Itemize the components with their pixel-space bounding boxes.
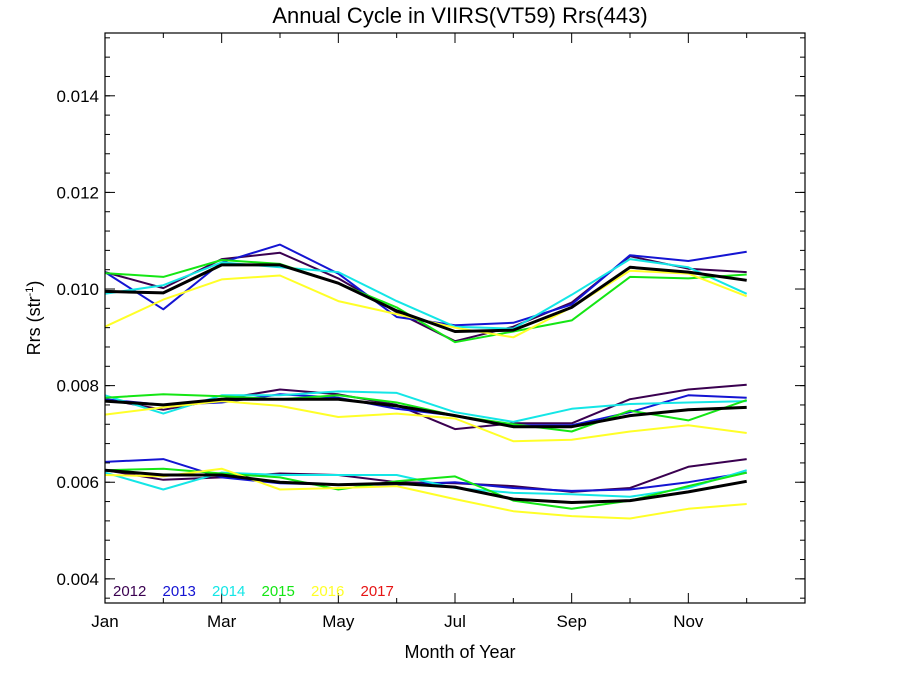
y-tick-label: 0.004: [56, 570, 99, 589]
plot-frame: [104, 32, 806, 604]
legend-item: 2012: [113, 583, 146, 600]
x-tick-label: Jul: [444, 612, 466, 631]
y-axis-label-sup: -1: [24, 287, 36, 297]
legend: 2012 2013 2014 2015 2016 2017: [113, 583, 394, 600]
mean-line-low: [104, 468, 747, 504]
x-tick-label: Mar: [207, 612, 237, 631]
y-axis-label-base: Rrs (str: [24, 296, 44, 355]
y-tick-label: 0.010: [56, 280, 99, 299]
x-axis-label: Month of Year: [404, 642, 515, 662]
series-line-mid: [104, 400, 747, 443]
y-tick-label: 0.006: [56, 473, 99, 492]
x-tick-label: Nov: [673, 612, 704, 631]
legend-item: 2017: [361, 583, 394, 600]
series-line-high: [104, 251, 747, 343]
series-line-high: [104, 259, 747, 344]
series-line-mid: [104, 393, 748, 433]
legend-item: 2015: [262, 583, 295, 600]
x-tick-label: Jan: [91, 612, 118, 631]
x-tick-label: May: [322, 612, 355, 631]
series-layer: [104, 243, 748, 520]
axis-layer: Jan Mar May Jul Sep Nov 0.004 0.006 0.008 0.010 0.…: [56, 33, 805, 631]
series-line-high: [104, 258, 748, 330]
y-axis-label: Rrs (str-1): [24, 281, 44, 356]
y-tick-label: 0.012: [56, 183, 99, 202]
chart-title: Annual Cycle in VIIRS(VT59) Rrs(443): [272, 3, 647, 28]
legend-item: 2013: [163, 583, 196, 600]
x-tick-label: Sep: [557, 612, 587, 631]
y-tick-label: 0.014: [56, 87, 99, 106]
y-tick-label: 0.008: [56, 377, 99, 396]
series-line-low: [104, 467, 747, 520]
series-line-mid: [104, 390, 747, 423]
mean-line-high: [104, 263, 747, 333]
y-axis-label-end: ): [24, 281, 44, 287]
mean-line-mid: [104, 397, 747, 429]
legend-item: 2016: [311, 583, 344, 600]
legend-item: 2014: [212, 583, 245, 600]
